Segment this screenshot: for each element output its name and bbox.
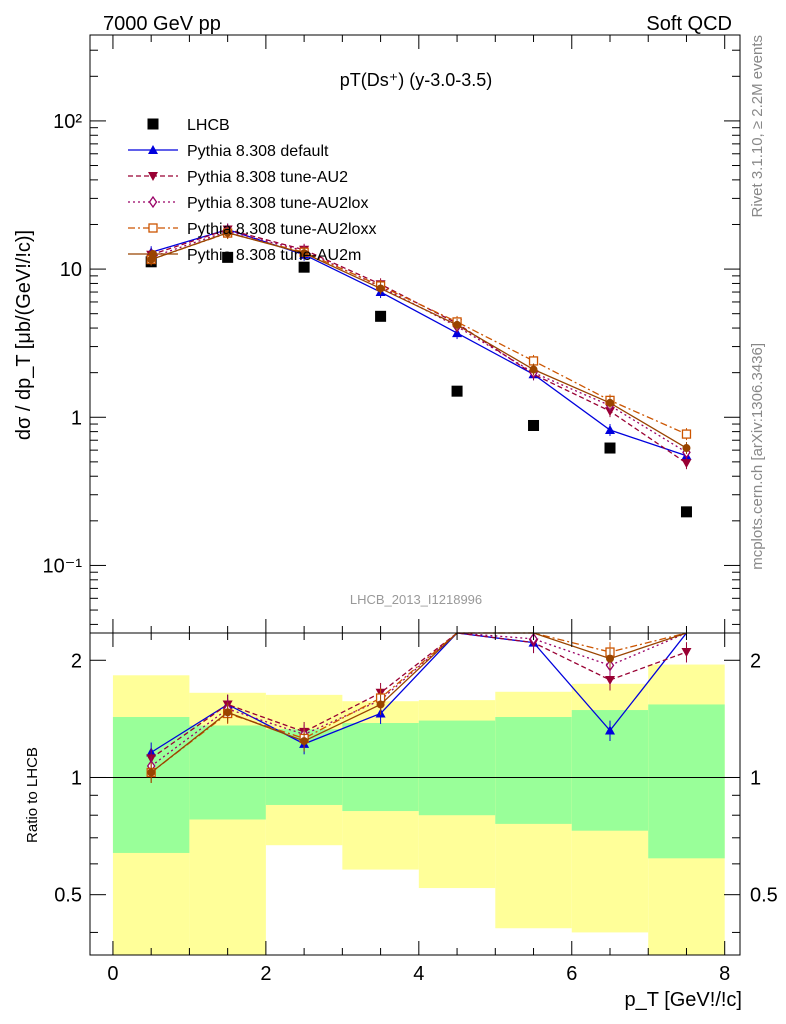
legend-item-2: Pythia 8.308 tune-AU2lox (128, 195, 368, 212)
ratio-band-inner (342, 723, 419, 812)
series-marker (529, 365, 538, 374)
y-axis-label: dσ / dp_T [μb/(GeV!/!c)] (13, 230, 35, 440)
frame-layer (89, 34, 741, 956)
series-marker (606, 398, 614, 407)
legend-label: LHCB (187, 117, 230, 134)
ratio-frame (89, 632, 741, 956)
series-pythia-8-308-tune-au2m (147, 226, 691, 455)
series-marker (223, 228, 232, 237)
side-label-bottom: mcplots.cern.ch [arXiv:1306.3436] (749, 343, 766, 570)
ratio-tick-label: 1 (71, 767, 82, 789)
series-marker (223, 708, 232, 717)
series-marker (300, 737, 309, 746)
ratio-line (150, 632, 687, 753)
data-marker (604, 442, 616, 454)
data-marker (528, 419, 540, 431)
series-marker (148, 223, 158, 233)
x-tick-label: 6 (566, 963, 577, 985)
series-marker (148, 145, 158, 154)
ratio-band-inner (189, 725, 266, 820)
legend-label: Pythia 8.308 default (187, 143, 329, 160)
ratio-band-inner (112, 716, 190, 853)
series-marker (453, 320, 462, 329)
series-line (150, 228, 687, 457)
watermark: LHCB_2013_I1218996 (350, 592, 482, 607)
series-line (150, 232, 687, 449)
series-marker (605, 425, 615, 435)
series-line (150, 228, 687, 464)
legend-item-0: Pythia 8.308 default (128, 143, 329, 160)
series-layer (145, 223, 692, 783)
legend-label: Pythia 8.308 tune-AU2lox (187, 195, 368, 212)
ratio-series-4 (147, 632, 687, 783)
chart-title: pT(Ds⁺) (y-3.0-3.5) (340, 70, 493, 90)
ratio-band-layer (112, 664, 725, 955)
y-tick-label: 1 (71, 407, 82, 429)
tick-layer: 0 2 4 6 8 10⁻¹ 1 10 10² 0.5 0.5 1 1 2 2 (43, 35, 778, 985)
series-marker (147, 768, 156, 777)
legend-item-1: Pythia 8.308 tune-AU2 (128, 169, 348, 186)
data-marker (451, 385, 463, 397)
series-marker (681, 648, 692, 658)
x-axis-label: p_T [GeV!/!c] (625, 989, 742, 1011)
series-line (150, 230, 687, 453)
series-marker (682, 444, 691, 453)
ratio-band-inner (648, 704, 725, 859)
legend-label: Pythia 8.308 tune-AU2m (187, 247, 361, 264)
series-marker (605, 675, 615, 685)
series-marker (376, 700, 385, 709)
x-tick-label: 4 (413, 963, 424, 985)
series-marker (148, 172, 158, 181)
x-tick-label: 2 (260, 963, 271, 985)
data-marker (147, 118, 159, 130)
series-marker (148, 195, 158, 209)
legend-item-3: Pythia 8.308 tune-AU2loxx (128, 221, 376, 238)
series-marker (149, 250, 157, 258)
ratio-axis-label: Ratio to LHCB (24, 747, 41, 843)
series-marker (300, 249, 309, 258)
x-tick-label: 0 (107, 963, 118, 985)
header-left: 7000 GeV pp (103, 13, 221, 35)
ratio-line (150, 632, 687, 767)
y-tick-label: 10 (60, 259, 82, 281)
legend: LHCB Pythia 8.308 default Pythia 8.308 tun… (128, 117, 376, 264)
y-tick-label: 10⁻¹ (43, 555, 83, 577)
series-marker (681, 429, 692, 439)
ratio-line (150, 632, 687, 773)
data-marker (375, 310, 387, 322)
series-lhcb (145, 251, 692, 518)
ratio-tick-label-right: 0.5 (750, 885, 778, 907)
ratio-band-inner (418, 720, 496, 816)
y-tick-label: 10² (53, 111, 82, 133)
side-label-top: Rivet 3.1.10, ≥ 2.2M events (749, 35, 766, 218)
ratio-line (150, 632, 687, 759)
header-right: Soft QCD (646, 13, 732, 35)
legend-item-4: Pythia 8.308 tune-AU2m (128, 247, 361, 264)
ratio-tick-label-right: 1 (750, 767, 761, 789)
x-tick-label: 8 (719, 963, 730, 985)
data-marker (222, 251, 234, 263)
ratio-tick-label: 0.5 (54, 885, 82, 907)
series-marker (606, 654, 614, 663)
ratio-tick-label-right: 2 (750, 650, 761, 672)
legend-item-lhcb: LHCB (147, 117, 230, 134)
data-marker (680, 506, 692, 518)
ratio-band-inner (495, 716, 572, 824)
legend-label: Pythia 8.308 tune-AU2 (187, 169, 348, 186)
series-marker (605, 725, 615, 735)
series-marker (681, 459, 692, 469)
series-marker (376, 284, 385, 293)
data-marker (298, 261, 310, 273)
ratio-tick-label: 2 (71, 650, 82, 672)
legend-label: Pythia 8.308 tune-AU2loxx (187, 221, 376, 238)
